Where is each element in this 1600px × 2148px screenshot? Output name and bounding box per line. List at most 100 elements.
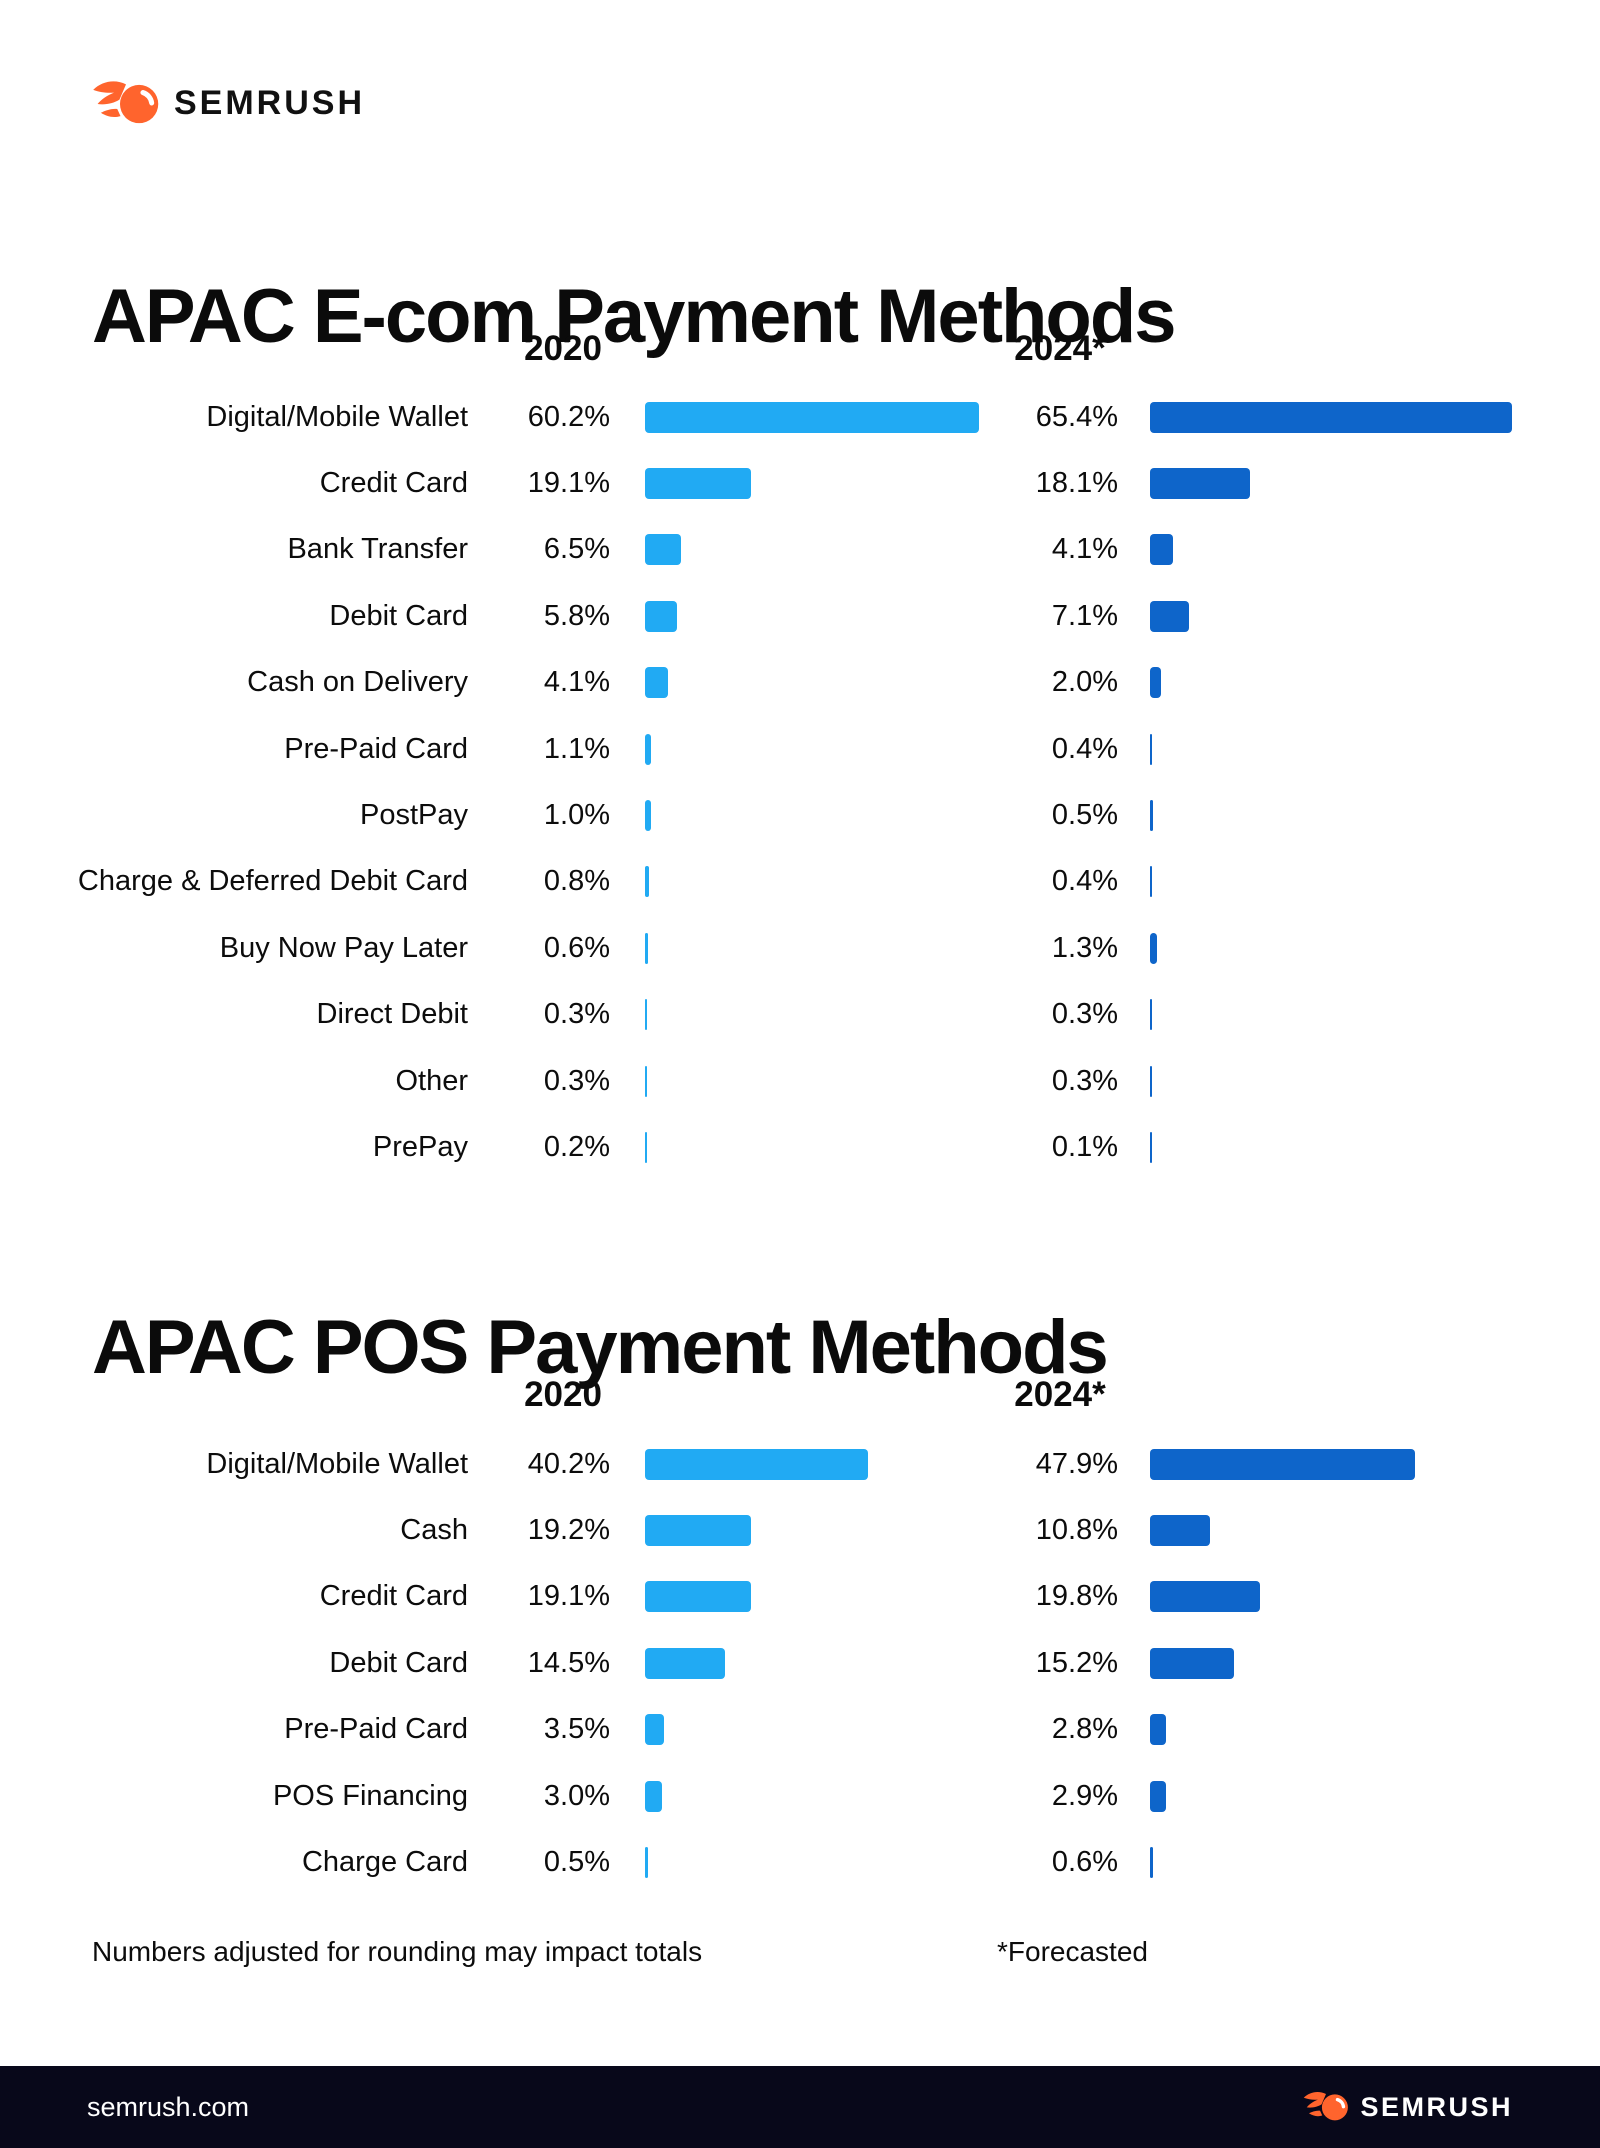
category-label: PrePay: [372, 1130, 468, 1163]
bar-2020: [645, 932, 649, 964]
semrush-footer-logo-text: SEMRUSH: [1360, 2091, 1513, 2122]
bar-2024: [1150, 1448, 1416, 1480]
bar-cell-2024: [1118, 1431, 1600, 1497]
bar-cell-2020: [610, 1114, 1000, 1180]
value-2020: 0.6%: [543, 931, 610, 964]
column-header-2024: 2024*: [1014, 1375, 1106, 1414]
bar-2024: [1150, 733, 1153, 765]
bar-2020: [645, 401, 979, 433]
bar-cell-2024: [1118, 782, 1600, 848]
bar-cell-2024: [1118, 650, 1600, 716]
value-2020: 60.2%: [527, 400, 610, 433]
chart-row: PrePay 0.2% 0.1%: [0, 1114, 1600, 1180]
semrush-footer-logo-icon: [1303, 2091, 1349, 2123]
bar-2020: [645, 866, 650, 898]
column-header-2020: 2020: [524, 329, 602, 368]
bar-2024: [1150, 401, 1513, 433]
bar-2020: [645, 800, 651, 832]
bar-2020: [645, 1448, 868, 1480]
chart-rows: Digital/Mobile Wallet 40.2% 47.9% Cash 19.2%…: [0, 1431, 1600, 1896]
chart-row: Buy Now Pay Later 0.6% 1.3%: [0, 915, 1600, 981]
chart-row: Pre-Paid Card 3.5% 2.8%: [0, 1697, 1600, 1763]
bar-2024: [1150, 1581, 1260, 1613]
bar-2020: [645, 1131, 647, 1163]
category-label: Cash: [400, 1514, 468, 1547]
bar-cell-2020: [610, 1630, 1000, 1696]
bar-cell-2020: [610, 1431, 1000, 1497]
category-label: Charge Card: [301, 1846, 468, 1879]
category-label: POS Financing: [272, 1779, 468, 1812]
value-2024: 47.9%: [1035, 1447, 1118, 1480]
semrush-logo: SEMRUSH: [92, 80, 365, 127]
footer-url: semrush.com: [87, 2091, 250, 2122]
bar-2020: [645, 1515, 752, 1547]
bar-cell-2020: [610, 1497, 1000, 1563]
value-2024: 65.4%: [1035, 400, 1118, 433]
value-2024: 0.5%: [1051, 799, 1118, 832]
bar-2024: [1150, 534, 1173, 566]
chart-row: Other 0.3% 0.3%: [0, 1048, 1600, 1114]
semrush-logo-icon: [92, 80, 160, 127]
bar-cell-2024: [1118, 1497, 1600, 1563]
bar-cell-2020: [610, 1763, 1000, 1829]
bar-2020: [645, 1065, 647, 1097]
value-2024: 0.3%: [1051, 998, 1118, 1031]
chart-row: Debit Card 5.8% 7.1%: [0, 583, 1600, 649]
category-label: Pre-Paid Card: [284, 1713, 468, 1746]
bar-cell-2024: [1118, 982, 1600, 1048]
value-2024: 2.0%: [1051, 666, 1118, 699]
value-2020: 0.3%: [543, 1064, 610, 1097]
bar-2020: [645, 1714, 665, 1746]
chart-row: Digital/Mobile Wallet 60.2% 65.4%: [0, 384, 1600, 450]
value-2020: 0.5%: [543, 1846, 610, 1879]
value-2020: 1.0%: [543, 799, 610, 832]
category-label: Charge & Deferred Debit Card: [77, 865, 468, 898]
bar-cell-2024: [1118, 517, 1600, 583]
bar-cell-2020: [610, 849, 1000, 915]
bar-2020: [645, 1647, 726, 1679]
bar-cell-2024: [1118, 1763, 1600, 1829]
value-2020: 40.2%: [527, 1447, 610, 1480]
bar-cell-2024: [1118, 1697, 1600, 1763]
category-label: Digital/Mobile Wallet: [206, 1447, 468, 1480]
value-2020: 4.1%: [543, 666, 610, 699]
column-header-2024: 2024*: [1014, 329, 1106, 368]
bar-cell-2020: [610, 782, 1000, 848]
value-2020: 19.1%: [527, 1580, 610, 1613]
category-label: Credit Card: [319, 467, 468, 500]
bar-cell-2024: [1118, 1829, 1600, 1895]
bar-2020: [645, 1581, 751, 1613]
value-2024: 0.4%: [1051, 865, 1118, 898]
chart-row: Direct Debit 0.3% 0.3%: [0, 982, 1600, 1048]
bar-cell-2024: [1118, 849, 1600, 915]
value-2024: 1.3%: [1051, 931, 1118, 964]
chart-row: Credit Card 19.1% 18.1%: [0, 450, 1600, 516]
semrush-logo-text: SEMRUSH: [174, 84, 366, 122]
chart-rows: Digital/Mobile Wallet 60.2% 65.4% Credit Ca…: [0, 384, 1600, 1181]
bar-cell-2020: [610, 915, 1000, 981]
bar-2024: [1150, 1714, 1166, 1746]
bar-cell-2024: [1118, 583, 1600, 649]
value-2024: 10.8%: [1035, 1514, 1118, 1547]
bar-cell-2024: [1118, 1114, 1600, 1180]
semrush-footer-logo: SEMRUSH: [1303, 2091, 1513, 2123]
value-2024: 7.1%: [1051, 599, 1118, 632]
bar-2024: [1150, 1515, 1210, 1547]
chart-row: Digital/Mobile Wallet 40.2% 47.9%: [0, 1431, 1600, 1497]
value-2024: 2.8%: [1051, 1713, 1118, 1746]
bar-cell-2024: [1118, 716, 1600, 782]
bar-cell-2020: [610, 716, 1000, 782]
bar-2024: [1150, 600, 1190, 632]
chart-row: POS Financing 3.0% 2.9%: [0, 1763, 1600, 1829]
column-header-2020: 2020: [524, 1375, 602, 1414]
category-label: Cash on Delivery: [247, 666, 468, 699]
value-2024: 0.3%: [1051, 1064, 1118, 1097]
value-2024: 2.9%: [1051, 1779, 1118, 1812]
category-label: PostPay: [360, 799, 468, 832]
value-2020: 0.2%: [543, 1130, 610, 1163]
chart-row: Bank Transfer 6.5% 4.1%: [0, 517, 1600, 583]
bar-2020: [645, 667, 668, 699]
bar-2020: [645, 1780, 662, 1812]
category-label: Buy Now Pay Later: [219, 931, 468, 964]
